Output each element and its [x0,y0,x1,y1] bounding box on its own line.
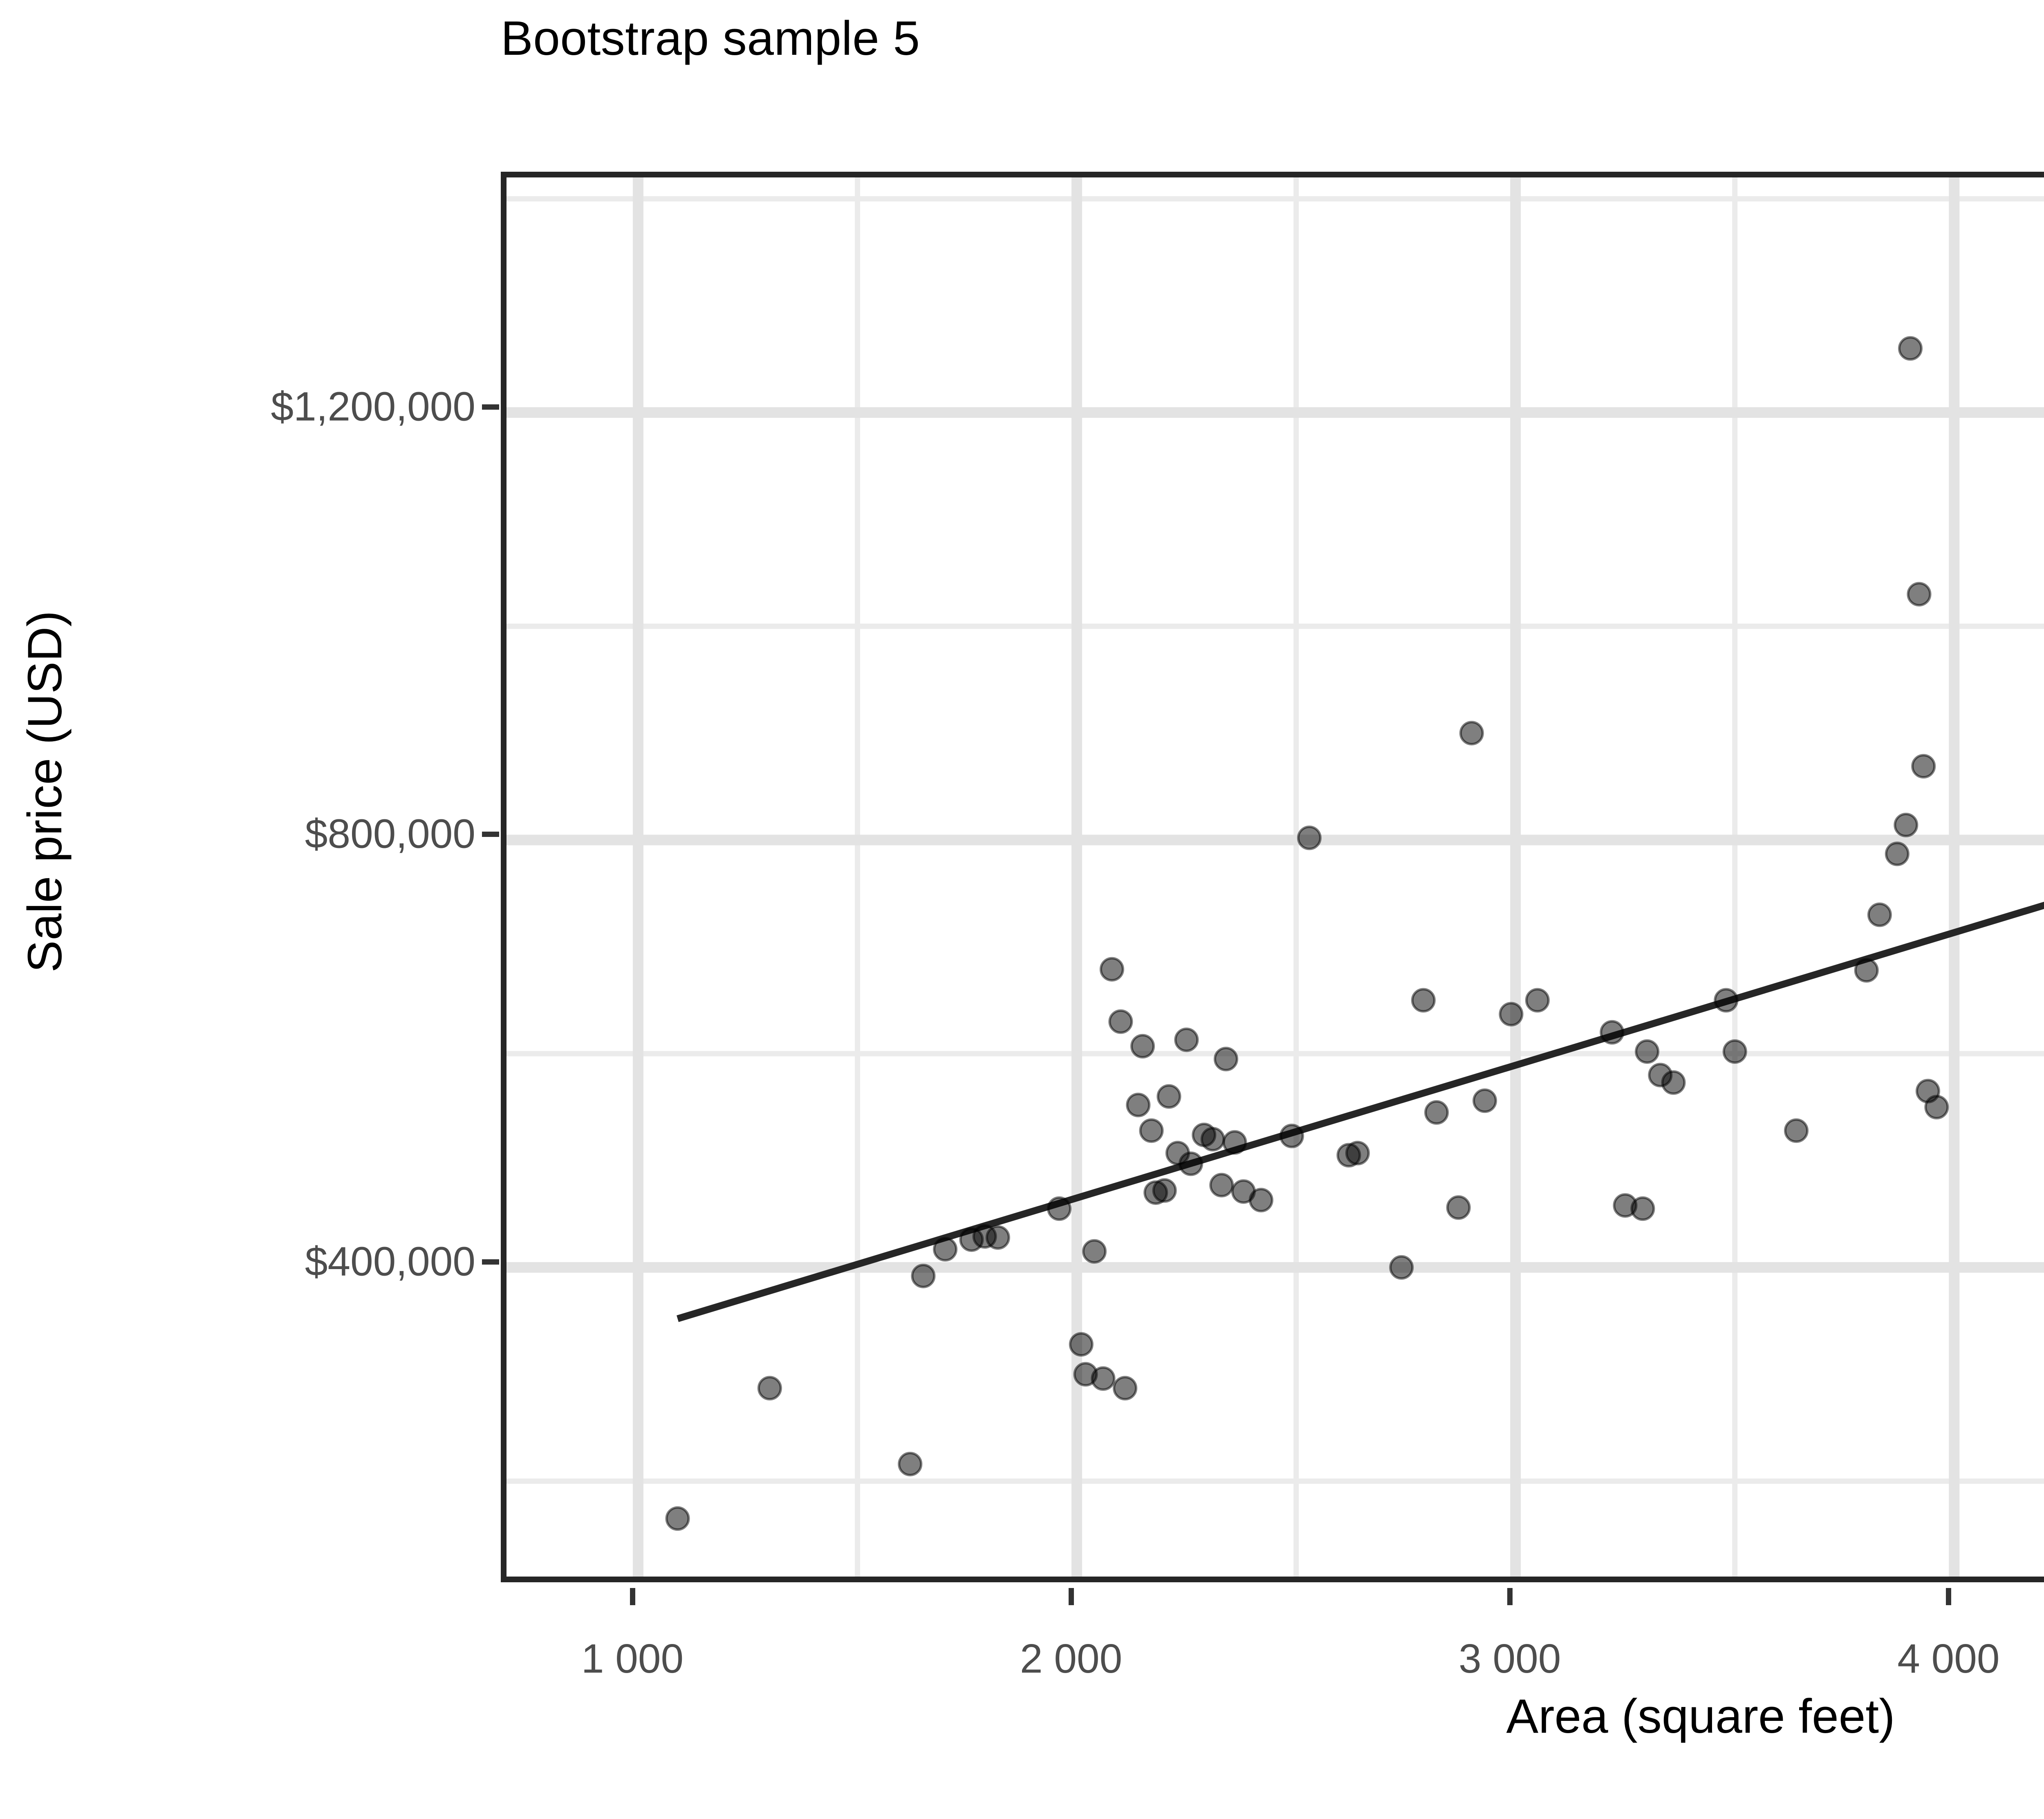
scatter-point [1248,1188,1273,1213]
scatter-point [1635,1039,1660,1064]
scatter-point [1424,1100,1449,1125]
x-tick-label: 2 000 [1020,1636,1123,1682]
scatter-point [1213,1047,1238,1072]
scatter-point [1894,812,1918,837]
regression-line [677,902,2044,1322]
scatter-points [665,336,1949,1531]
scatter-point [1222,1130,1247,1155]
scatter-point [1279,1124,1304,1148]
scatter-point [1099,957,1124,982]
scatter-point [1152,1178,1177,1203]
scatter-point [933,1237,958,1262]
scatter-point [1209,1173,1234,1198]
scatter-point [1091,1366,1116,1391]
plot-panel [501,172,2044,1582]
x-tick-label: 3 000 [1459,1636,1561,1682]
scatter-point [1784,1118,1809,1143]
scatter-point [985,1225,1010,1250]
scatter-point [1722,1039,1747,1064]
scatter-point [1200,1127,1225,1152]
scatter-point [1345,1141,1370,1166]
scatter-point [1047,1196,1072,1221]
scatter-point [1907,582,1932,607]
scatter-point [1082,1239,1107,1264]
scatter-point [1911,754,1936,779]
x-tick-label: 1 000 [581,1636,684,1682]
scatter-point [1714,988,1739,1013]
x-tick-mark [1069,1588,1074,1605]
scatter-point [1661,1070,1686,1095]
trend-line [677,902,2044,1322]
y-axis-title: Sale price (USD) [18,610,72,973]
scatter-point [1898,336,1923,361]
plot-svg [507,177,2044,1577]
scatter-point [757,1376,782,1401]
scatter-point [1174,1027,1199,1052]
scatter-point [1179,1151,1204,1176]
x-tick-mark [1507,1588,1513,1605]
scatter-point [911,1263,936,1288]
scatter-point [1885,841,1910,866]
scatter-point [1389,1255,1414,1280]
scatter-point [898,1451,923,1476]
scatter-point [1600,1020,1625,1045]
gridlines-minor [507,177,2044,1577]
x-tick-mark [630,1588,635,1605]
x-tick-mark [1946,1588,1952,1605]
x-axis-title: Area (square feet) [1506,1689,1895,1743]
scatter-point [1156,1084,1181,1109]
scatter-point [1130,1034,1155,1059]
scatter-point [1069,1332,1094,1357]
scatter-point [1139,1118,1164,1143]
y-tick-mark [482,1259,499,1265]
y-tick-label: $800,000 [305,811,475,857]
scatter-point [1113,1376,1138,1401]
scatter-point [665,1506,690,1531]
scatter-point [1126,1092,1151,1117]
scatter-point [1499,1002,1524,1027]
scatter-point [1472,1088,1497,1113]
scatter-point [1411,988,1436,1013]
scatter-point [1297,825,1322,850]
scatter-point [1459,721,1484,746]
y-tick-mark [482,404,499,410]
scatter-point [1108,1009,1133,1034]
scatter-point [1525,988,1550,1013]
y-tick-mark [482,832,499,837]
page-title: Bootstrap sample 5 [501,11,920,65]
scatter-point [1446,1195,1471,1220]
scatter-point [1867,902,1892,927]
x-tick-label: 4 000 [1897,1636,2000,1682]
scatter-point [1630,1196,1655,1221]
scatter-point [1924,1095,1949,1119]
y-tick-label: $400,000 [305,1238,475,1285]
gridlines-major [507,177,2044,1577]
scatter-point [1854,958,1879,983]
y-tick-label: $1,200,000 [271,384,476,430]
